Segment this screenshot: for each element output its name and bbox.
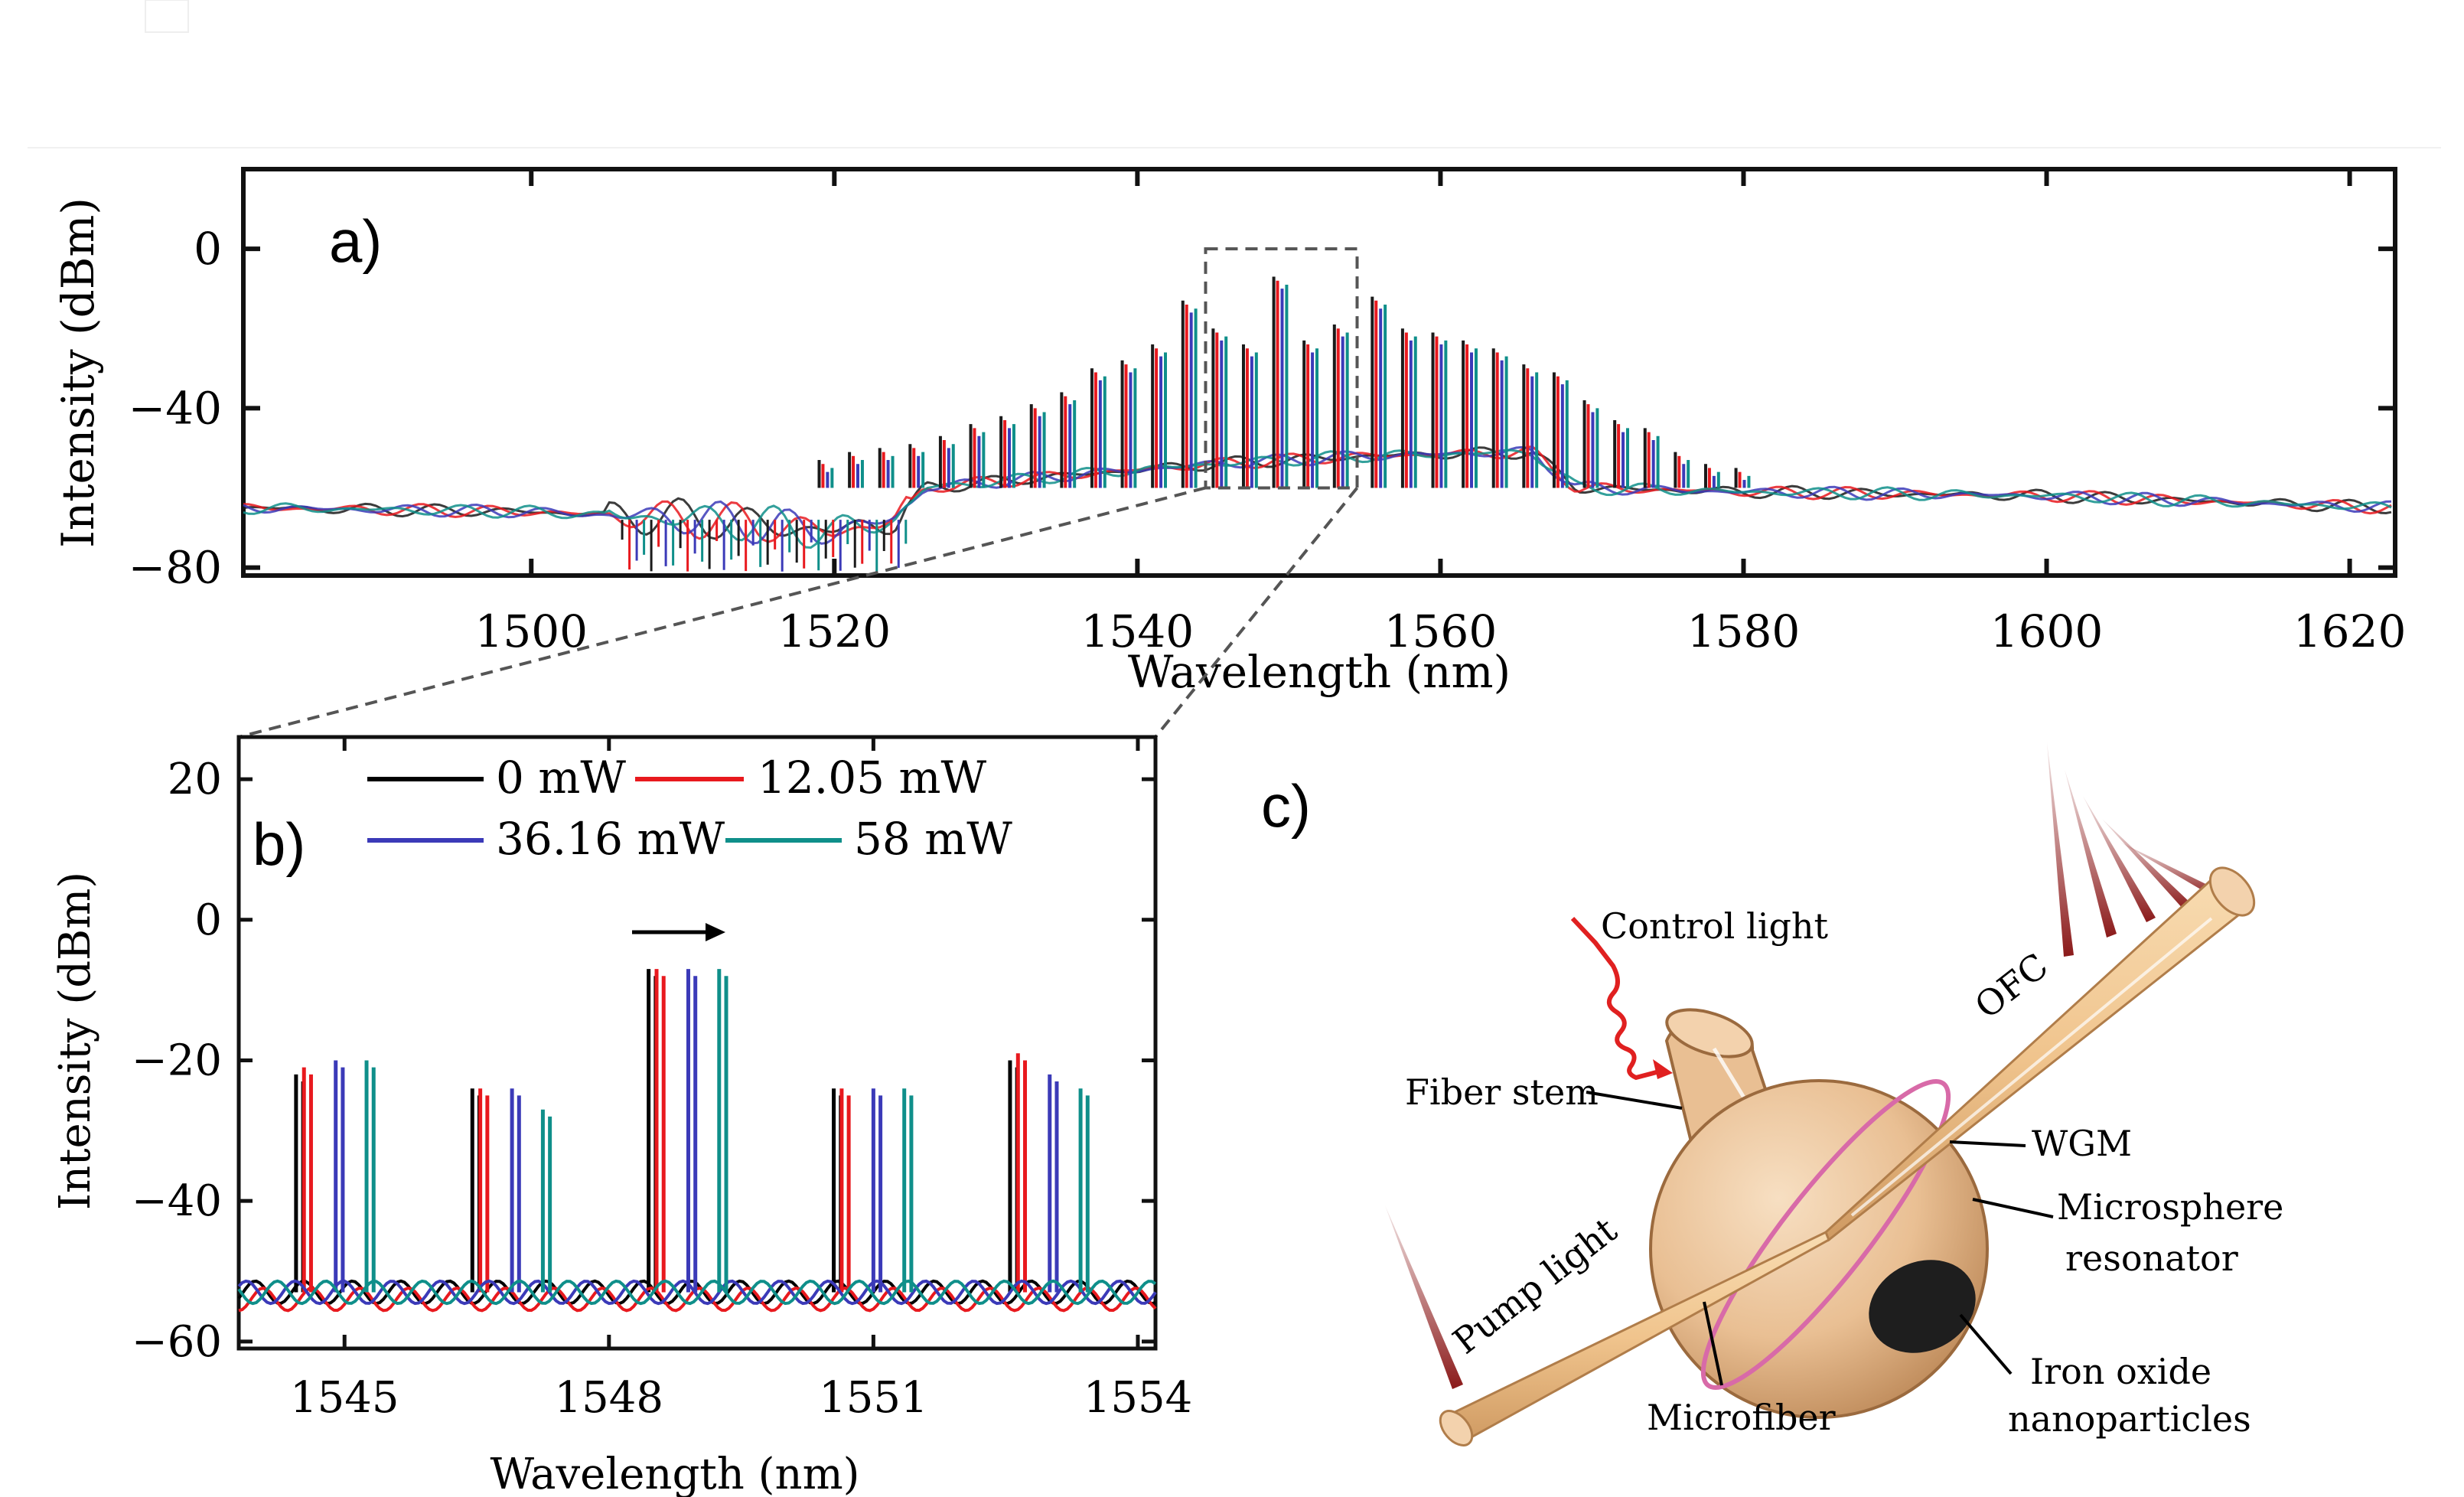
label-pump-light: Pump light [1445, 1209, 1625, 1362]
ofc-comb-icon [2047, 742, 2224, 957]
panel-b-ytick-label: −40 [132, 1176, 222, 1226]
panel-b-xtick-label: 1548 [555, 1373, 664, 1423]
corner-square [145, 0, 189, 33]
panel-a-ytick-label: 0 [194, 223, 222, 275]
label-iron-oxide: Iron oxide [2030, 1351, 2211, 1392]
label-resonator: resonator [2065, 1238, 2238, 1279]
label-wgm: WGM [2032, 1123, 2132, 1164]
label-microsphere: Microsphere [2057, 1186, 2283, 1228]
leader-lines [1586, 1091, 2054, 1386]
panel-a-ytick-label: −80 [129, 542, 222, 594]
legend-label: 36.16 mW [496, 813, 725, 865]
panel-a: 1500 1520 1540 1560 1580 1600 1620 0 −40 −80 a) W… [52, 167, 2407, 698]
panel-a-ylabel: Intensity (dBm) [52, 197, 104, 548]
shift-arrow [632, 923, 725, 941]
panel-b-label: b) [253, 810, 305, 878]
panel-b-xtick-label: 1545 [290, 1373, 399, 1423]
panel-c: c) [1261, 742, 2283, 1446]
panel-b: 1545 1548 1551 1554 20 0 −20 −40 −60 b) Waveleng… [51, 735, 1192, 1497]
zoom-connector-left [238, 486, 1206, 739]
pump-light-icon [1385, 1205, 1463, 1389]
panel-a-xtick-label: 1520 [778, 605, 891, 657]
label-nanoparticles: nanoparticles [2008, 1398, 2251, 1440]
panel-b-ytick-label: 0 [194, 895, 222, 945]
panel-a-xlabel: Wavelength (nm) [1128, 646, 1511, 698]
panel-a-xtick-label: 1620 [2293, 605, 2407, 657]
label-microfiber: Microfiber [1647, 1397, 1836, 1438]
panel-a-xtick-label: 1600 [1990, 605, 2104, 657]
label-fiber-stem: Fiber stem [1405, 1071, 1599, 1113]
panel-a-ticks: 1500 1520 1540 1560 1580 1600 1620 0 −40 −80 [129, 169, 2407, 657]
panel-a-xtick-label: 1500 [474, 605, 588, 657]
panel-b-xlabel: Wavelength (nm) [490, 1450, 859, 1497]
zoom-connector-right [1154, 487, 1359, 739]
panel-a-xtick-label: 1560 [1384, 605, 1498, 657]
panel-b-xtick-label: 1554 [1084, 1373, 1193, 1423]
panel-b-ytick-label: −60 [132, 1317, 222, 1367]
panel-a-xtick-label: 1540 [1081, 605, 1195, 657]
label-ofc: OFC [1967, 945, 2056, 1027]
zoom-box [1204, 247, 1359, 490]
legend-label: 12.05 mW [758, 752, 986, 804]
panel-b-baseline [237, 1279, 1157, 1306]
panel-b-baseline [237, 1279, 1157, 1306]
panel-b-ticks: 1545 1548 1551 1554 20 0 −20 −40 −60 [132, 737, 1192, 1423]
panel-b-ytick-label: −20 [132, 1036, 222, 1085]
panel-b-legend: 0 mW 12.05 mW 36.16 mW 58 mW [367, 752, 1012, 865]
panel-a-ytick-label: −40 [129, 382, 222, 434]
panel-b-marks [237, 969, 1157, 1313]
wgm-ring [1700, 1079, 1951, 1390]
control-light-icon [1570, 916, 1673, 1081]
legend-label: 58 mW [854, 813, 1012, 865]
panel-c-label: c) [1261, 772, 1311, 840]
panel-b-ytick-label: 20 [168, 755, 222, 804]
panel-a-label: a) [329, 207, 382, 275]
legend-label: 0 mW [496, 752, 626, 804]
panel-a-marks [243, 247, 2392, 572]
panel-b-ylabel: Intensity (dBm) [51, 872, 100, 1210]
label-control-light: Control light [1601, 905, 1829, 947]
zoom-connectors [238, 486, 1359, 739]
microfiber [1439, 866, 2256, 1446]
panel-b-xtick-label: 1551 [819, 1373, 928, 1423]
panel-a-xtick-label: 1580 [1687, 605, 1801, 657]
iron-oxide-nanoparticles [1869, 1260, 1976, 1353]
panel-a-frame [241, 167, 2397, 578]
